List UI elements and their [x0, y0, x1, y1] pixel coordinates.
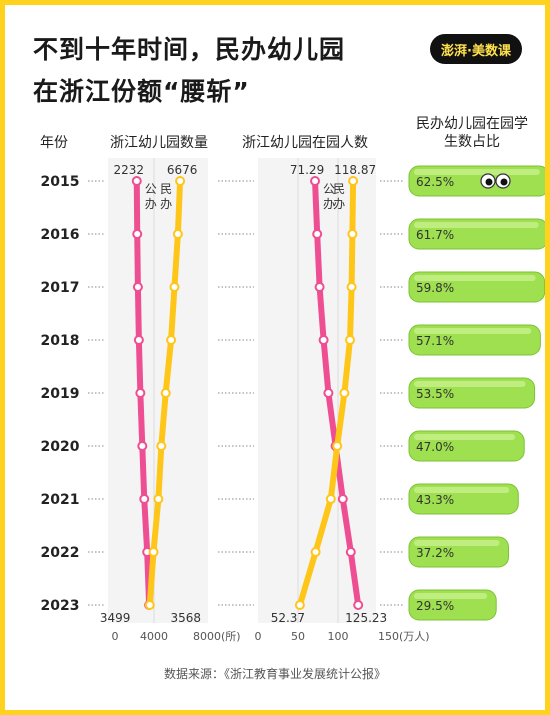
data-point: [332, 441, 343, 451]
pill-highlight: [414, 169, 540, 175]
axis-tick-label: 0: [255, 630, 262, 643]
year-label: 2017: [41, 280, 80, 296]
pill-highlight: [414, 222, 539, 228]
axis-tick-label: 0: [112, 630, 119, 643]
axis-tick-label: 50: [291, 630, 305, 643]
source-note: 数据来源：《浙江教育事业发展统计公报》: [163, 667, 386, 681]
value-label: 6676: [167, 163, 198, 177]
data-point: [144, 600, 155, 610]
data-point: [337, 494, 348, 504]
pill-highlight: [414, 487, 510, 493]
data-point: [131, 176, 142, 186]
data-point: [156, 441, 167, 451]
share-value-label: 59.8%: [416, 281, 454, 295]
year-label: 2021: [41, 492, 80, 508]
data-point: [325, 494, 336, 504]
share-value-label: 53.5%: [416, 387, 454, 401]
year-label: 2018: [41, 333, 80, 349]
data-point: [137, 441, 148, 451]
axis-tick-label: 100: [328, 630, 349, 643]
data-point: [345, 547, 356, 557]
share-value-label: 61.7%: [416, 228, 454, 242]
series-label-private: 办: [160, 196, 172, 211]
data-point: [318, 335, 329, 345]
year-label: 2023: [41, 598, 80, 614]
data-point: [323, 388, 334, 398]
axis-tick-label: 4000: [140, 630, 168, 643]
share-value-label: 37.2%: [416, 546, 454, 560]
share-value-label: 29.5%: [416, 599, 454, 613]
data-point: [175, 176, 186, 186]
data-point: [166, 335, 177, 345]
share-value-label: 57.1%: [416, 334, 454, 348]
data-point: [339, 388, 350, 398]
data-point: [310, 176, 321, 186]
pill-highlight: [414, 275, 536, 281]
column-header-share: 民办幼儿园在园学生数占比: [416, 116, 528, 150]
data-point: [294, 600, 305, 610]
data-point: [133, 335, 144, 345]
pill-highlight: [414, 328, 532, 334]
page-title-line1: 不到十年时间，民办幼儿园: [33, 35, 346, 64]
year-label: 2020: [41, 439, 80, 455]
series-label-private: 民: [333, 182, 345, 196]
column-header-enroll: 浙江幼儿园在园人数: [242, 135, 368, 151]
count-panel-bg: [108, 158, 208, 623]
data-point: [346, 282, 357, 292]
pill-highlight: [414, 540, 500, 546]
year-label: 2022: [41, 545, 80, 561]
brand-logo: 澎湃·美数课: [430, 34, 522, 64]
column-header-count: 浙江幼儿园数量: [110, 135, 208, 151]
axis-tick-label: 8000(所): [193, 630, 241, 643]
series-label-private: 民: [160, 182, 172, 196]
share-value-label: 47.0%: [416, 440, 454, 454]
data-point: [148, 547, 159, 557]
value-label: 3499: [100, 611, 131, 625]
data-point: [347, 229, 358, 239]
data-point: [348, 176, 359, 186]
data-point: [310, 547, 321, 557]
data-point: [353, 600, 364, 610]
column-header-year: 年份: [40, 135, 68, 151]
data-point: [139, 494, 150, 504]
series-label-public: 公: [323, 182, 335, 196]
year-label: 2016: [41, 227, 80, 243]
value-label: 52.37: [271, 611, 305, 625]
data-point: [345, 335, 355, 345]
series-label-private: 办: [333, 196, 345, 211]
pill-highlight: [414, 593, 488, 599]
data-point: [132, 229, 143, 239]
share-value-label: 62.5%: [416, 175, 454, 189]
year-label: 2015: [41, 174, 80, 190]
value-label: 118.87: [334, 163, 376, 177]
series-label-public: 办: [323, 196, 335, 211]
year-label: 2019: [41, 386, 80, 402]
data-point: [160, 388, 171, 398]
eye-pupil-icon: [485, 178, 493, 186]
data-point: [314, 282, 325, 292]
share-value-label: 43.3%: [416, 493, 454, 507]
eye-pupil-icon: [500, 178, 508, 186]
value-label: 2232: [113, 163, 144, 177]
data-point: [172, 229, 183, 239]
data-point: [312, 229, 323, 239]
value-label: 71.29: [290, 163, 324, 177]
axis-tick-label: 150(万人): [378, 630, 430, 643]
data-point: [132, 282, 143, 292]
data-point: [135, 388, 146, 398]
data-point: [153, 494, 164, 504]
value-label: 125.23: [345, 611, 387, 625]
pill-highlight: [414, 381, 526, 387]
page-title-line2: 在浙江份额“腰斩”: [33, 77, 250, 106]
pill-highlight: [414, 434, 516, 440]
value-label: 3568: [171, 611, 202, 625]
series-label-public: 办: [145, 196, 157, 211]
data-point: [169, 282, 180, 292]
series-label-public: 公: [145, 182, 157, 196]
